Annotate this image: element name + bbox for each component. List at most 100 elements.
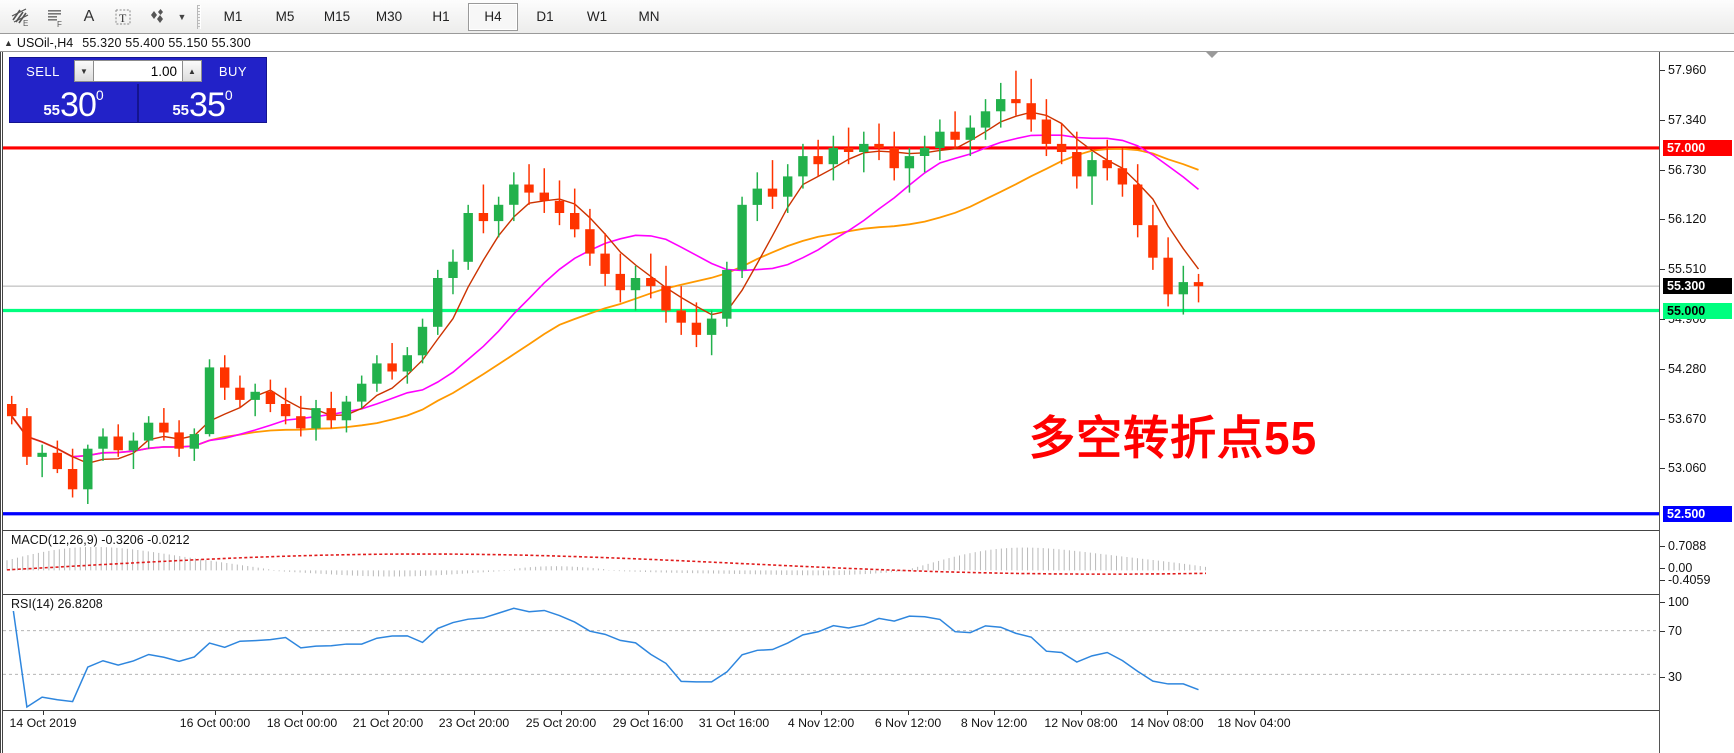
timeframe-h4[interactable]: H4 <box>468 2 518 31</box>
volume-increase-button[interactable]: ▲ <box>182 60 202 82</box>
candle-body <box>7 404 17 417</box>
sell-price-main: 30 <box>60 85 97 124</box>
timeframe-m15[interactable]: M15 <box>323 9 351 24</box>
timeframe-mn[interactable]: MN <box>638 9 660 24</box>
candle-body <box>1178 282 1188 295</box>
candle-body <box>1041 119 1052 144</box>
time-axis-label: 31 Oct 16:00 <box>698 716 770 730</box>
text-icon[interactable]: A <box>83 7 95 25</box>
candle-body <box>265 391 276 404</box>
buy-price-sup: 0 <box>224 87 233 103</box>
candle-body <box>585 229 595 254</box>
candle-body <box>539 192 549 201</box>
candle-body <box>189 434 199 449</box>
indicator-scale-tick: 100 <box>1660 595 1734 610</box>
macd-pane[interactable]: MACD(12,26,9) -0.3206 -0.0212 <box>3 530 1659 594</box>
resistance-price-label[interactable]: 57.000 <box>1663 139 1732 156</box>
timeframe-group: M1 M5 M15 M30 H1 H4 D1 W1 MN <box>208 2 676 31</box>
candle-body <box>372 363 382 384</box>
candle-body <box>722 269 732 319</box>
templates-icon[interactable]: F <box>38 2 72 32</box>
last-price-label[interactable]: 55.300 <box>1663 278 1732 295</box>
price-tick: 53.060 <box>1660 461 1734 476</box>
candle-body <box>904 156 915 169</box>
candle-body <box>1163 257 1173 295</box>
symbol-name: USOil-,H4 <box>16 35 74 50</box>
indicator-scale-tick: 70 <box>1660 624 1734 639</box>
timeframe-d1[interactable]: D1 <box>536 9 554 24</box>
objects-icon[interactable] <box>140 2 174 32</box>
candle-body <box>996 99 1006 112</box>
candle-body <box>448 261 458 278</box>
timeframe-m30[interactable]: M30 <box>375 9 403 24</box>
rsi-pane[interactable]: RSI(14) 26.8208 <box>3 594 1659 710</box>
time-tick <box>994 711 995 715</box>
time-axis-label: 16 Oct 00:00 <box>179 716 251 730</box>
sell-price-prefix: 55 <box>43 102 61 119</box>
lower-price-label[interactable]: 52.500 <box>1663 505 1732 522</box>
sell-price-quote[interactable]: 55 30 0 <box>10 84 137 122</box>
time-tick <box>474 711 475 715</box>
support-price-label[interactable]: 55.000 <box>1663 302 1732 319</box>
candle-body <box>341 401 352 421</box>
candle-body <box>113 436 123 451</box>
candle-body <box>37 452 47 457</box>
candle-body <box>463 213 473 262</box>
price-tick: 57.340 <box>1660 113 1734 128</box>
volume-input[interactable]: 1.00 <box>94 60 182 82</box>
chevron-down-icon[interactable]: ▼ <box>177 11 187 22</box>
chart-annotation-text: 多空转折点55 <box>1029 412 1318 464</box>
indicators-icon[interactable]: E <box>4 2 38 32</box>
candle-body <box>128 440 139 451</box>
candle-body <box>493 204 504 222</box>
rsi-canvas <box>3 598 1659 709</box>
moving-average-line <box>11 134 1200 458</box>
time-tick <box>821 711 822 715</box>
trade-controls-row: SELL ▼ 1.00 ▲ BUY <box>10 58 266 84</box>
candle-body <box>159 422 169 433</box>
chart-plot-area[interactable]: 多空转折点55 MACD(12,26,9) -0.3206 -0.0212 RS… <box>0 52 1659 753</box>
price-tick: 53.670 <box>1660 412 1734 427</box>
timeframe-m1[interactable]: M1 <box>223 9 243 24</box>
buy-button[interactable]: BUY <box>202 60 264 82</box>
candle-body <box>767 188 778 197</box>
indicator-scale-tick: 30 <box>1660 670 1734 685</box>
candle-body <box>1148 225 1158 258</box>
indicator-scale-tick: 0.7088 <box>1660 539 1734 554</box>
price-tick: 57.960 <box>1660 63 1734 78</box>
time-tick <box>1254 711 1255 715</box>
candle-body <box>706 318 717 335</box>
time-axis-label: 12 Nov 08:00 <box>1044 716 1118 730</box>
buy-price-prefix: 55 <box>172 102 190 119</box>
buy-price-quote[interactable]: 55 35 0 <box>137 84 266 122</box>
candle-body <box>1072 152 1082 177</box>
price-tick: 55.510 <box>1660 262 1734 277</box>
candle-body <box>235 387 245 400</box>
candle-body <box>737 204 747 270</box>
candle-body <box>828 147 838 165</box>
indicator-scale-tick: -0.4059 <box>1660 573 1734 588</box>
candle-body <box>67 469 78 490</box>
timeframe-w1[interactable]: W1 <box>586 9 608 24</box>
candle-body <box>1056 143 1067 152</box>
candle-body <box>691 322 702 335</box>
candle-body <box>174 432 184 449</box>
timeframe-h1[interactable]: H1 <box>432 9 450 24</box>
candle-body <box>402 355 412 372</box>
moving-average-line <box>10 147 1199 458</box>
time-tick <box>734 711 735 715</box>
time-axis-label: 6 Nov 12:00 <box>874 716 942 730</box>
price-axis[interactable]: 57.960 57.340 56.730 56.120 55.510 54.900 54.2… <box>1659 52 1734 753</box>
time-axis: 14 Oct 2019 16 Oct 00:00 18 Oct 00:00 21 Oc… <box>3 711 1659 753</box>
text-label-icon[interactable]: T <box>106 2 140 32</box>
sell-button[interactable]: SELL <box>12 60 74 82</box>
candle-body <box>524 184 534 193</box>
price-pane[interactable]: 多空转折点55 <box>3 52 1659 530</box>
timeframe-m5[interactable]: M5 <box>275 9 295 24</box>
volume-decrease-button[interactable]: ▼ <box>74 60 94 82</box>
toolbar-divider <box>197 4 201 29</box>
one-click-trading-panel[interactable]: SELL ▼ 1.00 ▲ BUY 55 30 0 55 35 0 <box>9 57 267 123</box>
candle-body <box>1193 282 1204 287</box>
macd-canvas <box>6 546 1207 577</box>
collapse-triangle-icon[interactable]: ▲ <box>4 37 13 48</box>
